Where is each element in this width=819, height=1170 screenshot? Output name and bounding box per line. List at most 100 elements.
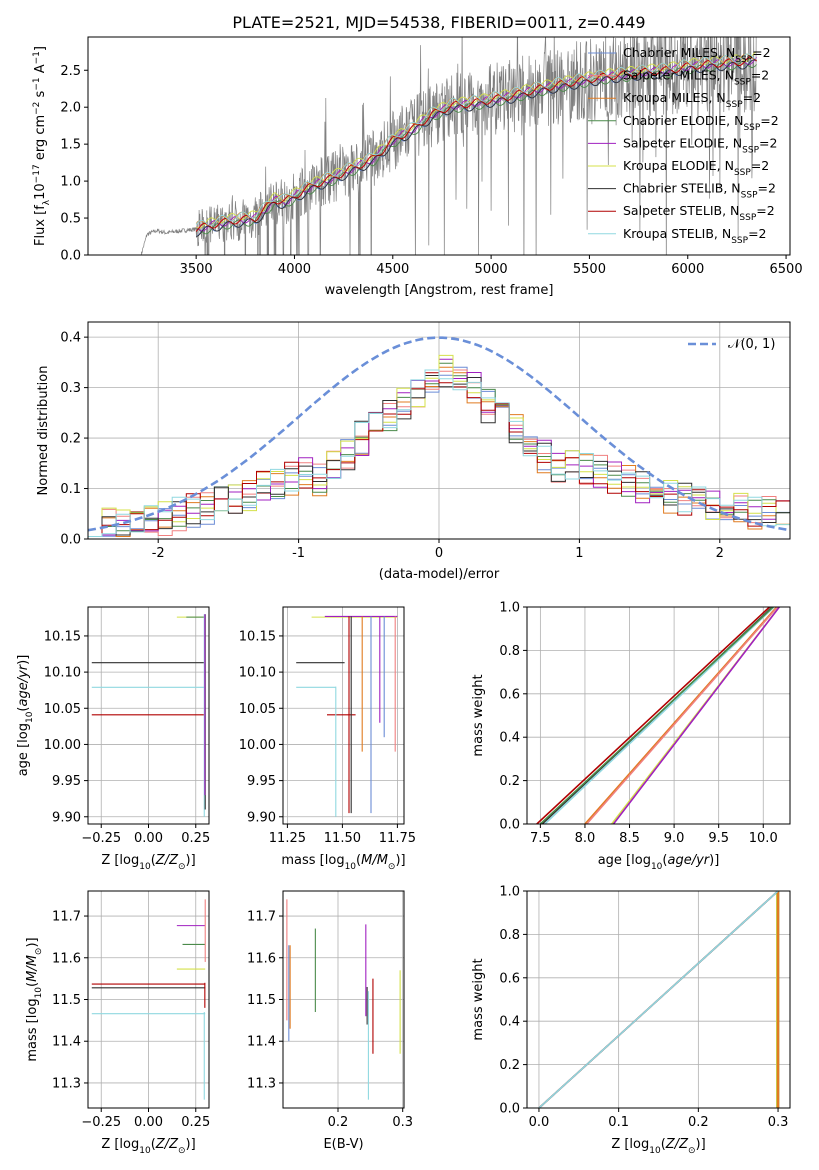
y-tick-label: 10.10 xyxy=(239,666,276,681)
panel-spectrum: 3500 4000 4500 5000 5500 6000 6500 0.0 0.5 1.0 1.5… xyxy=(32,36,803,298)
y-tick-label: 10.10 xyxy=(44,666,81,681)
x-tick-label: 0.2 xyxy=(688,1115,709,1130)
y-tick-label: 1.0 xyxy=(499,601,520,616)
x-tick-label: −0.25 xyxy=(81,831,121,846)
x-tick-label: 9.0 xyxy=(664,831,685,846)
y-tick-label: 11.5 xyxy=(52,993,81,1008)
model-spectrum-line xyxy=(196,59,757,237)
y-tick-label: 0.2 xyxy=(60,432,81,447)
y-tick-label: 0.1 xyxy=(60,482,81,497)
x-tick-label: 0.00 xyxy=(134,1115,163,1130)
x-tick-label: 0.2 xyxy=(328,1115,349,1130)
y-tick-label: 0.4 xyxy=(499,1015,520,1030)
residual-histogram-step xyxy=(88,369,790,537)
x-tick-label: 5500 xyxy=(573,262,606,277)
x-tick-label: 0.3 xyxy=(768,1115,789,1130)
axes-frame: -2 -1 0 1 2 0.0 0.1 0.2 0.3 0.4 𝒩(0, 1) (data-model… xyxy=(36,321,791,582)
y-tick-label: 0.3 xyxy=(60,381,81,396)
x-tick-label: 0.3 xyxy=(392,1115,413,1130)
y-axis-label: Normed distribution xyxy=(36,366,51,496)
x-axis-label: E(B-V) xyxy=(323,1137,363,1152)
axes-frame: 3500 4000 4500 5000 5500 6000 6500 0.0 0.5 1.0 1.5… xyxy=(32,36,803,298)
y-tick-label: 2.0 xyxy=(60,101,81,116)
x-axis-label: wavelength [Angstrom, rest frame] xyxy=(325,283,554,298)
y-axis-label: mass weight xyxy=(471,674,486,756)
y-axis-label: mass [log10(M/M⊙)] xyxy=(25,937,44,1061)
panel-age-vs-mass: 11.25 11.50 11.75 9.90 9.95 10.00 10.05 10.10 10… xyxy=(239,606,416,872)
plot-area xyxy=(88,322,790,539)
y-tick-label: 11.7 xyxy=(52,910,81,925)
y-tick-label: 11.5 xyxy=(247,993,276,1008)
mass-weight-line xyxy=(538,891,779,1108)
mass-weight-line xyxy=(586,607,779,824)
y-tick-label: 0.0 xyxy=(60,249,81,264)
axes-border xyxy=(282,606,405,825)
x-tick-label: 2 xyxy=(716,546,724,561)
x-tick-label: -2 xyxy=(152,546,165,561)
y-tick-label: 10.00 xyxy=(44,738,81,753)
x-tick-label: 0.00 xyxy=(134,831,163,846)
x-tick-label: 0 xyxy=(435,546,443,561)
legend-entry-label: Chabrier STELIB, NSSP=2 xyxy=(623,181,776,201)
mass-weight-line xyxy=(539,607,774,824)
y-tick-label: 9.90 xyxy=(52,810,81,825)
x-tick-label: 9.5 xyxy=(708,831,729,846)
y-tick-label: 0.5 xyxy=(60,212,81,227)
legend-entry-label: 𝒩(0, 1) xyxy=(728,337,775,352)
y-tick-label: 11.3 xyxy=(247,1076,276,1091)
x-tick-label: 3500 xyxy=(180,262,213,277)
legend-entry-label: Chabrier MILES, NSSP=2 xyxy=(623,45,771,65)
x-tick-label: 6500 xyxy=(770,262,803,277)
x-tick-label: −0.25 xyxy=(81,1115,121,1130)
y-tick-label: 0.2 xyxy=(499,774,520,789)
x-axis-label: Z [log10(Z/Z⊙)] xyxy=(101,853,195,872)
y-tick-label: 10.00 xyxy=(239,738,276,753)
y-axis-label: age [log10(age/yr)] xyxy=(16,655,35,777)
axes-border xyxy=(87,36,791,256)
x-tick-label: 0.0 xyxy=(529,1115,550,1130)
legend-entry-label: Kroupa MILES, NSSP=2 xyxy=(623,90,761,110)
y-tick-label: 11.4 xyxy=(247,1035,276,1050)
y-tick-label: 10.15 xyxy=(239,629,276,644)
observed-spectrum-line xyxy=(140,37,757,255)
x-axis-label: (data-model)/error xyxy=(379,567,500,582)
legend-entry-label: Kroupa STELIB, NSSP=2 xyxy=(623,226,767,246)
x-tick-label: 11.50 xyxy=(324,831,361,846)
x-tick-label: 8.0 xyxy=(575,831,596,846)
legend-entry-label: Chabrier ELODIE, NSSP=2 xyxy=(623,113,779,133)
axes-frame: 7.5 8.0 8.5 9.0 9.5 10.0 0.0 0.2 0.4 0.6 0.8 1.0 age… xyxy=(471,601,791,872)
panel-mass-vs-ebv: 0.2 0.3 11.3 11.4 11.5 11.6 11.7 E(B-V) xyxy=(247,890,413,1152)
panel-residual-histogram: -2 -1 0 1 2 0.0 0.1 0.2 0.3 0.4 𝒩(0, 1) (data-model… xyxy=(36,321,791,582)
x-tick-label: 6000 xyxy=(671,262,704,277)
y-tick-label: 0.8 xyxy=(499,644,520,659)
y-tick-label: 10.15 xyxy=(44,629,81,644)
plot-area xyxy=(283,891,404,1108)
y-tick-label: 10.05 xyxy=(44,702,81,717)
y-tick-label: 11.6 xyxy=(247,951,276,966)
x-tick-label: 8.5 xyxy=(619,831,640,846)
x-tick-label: 0.1 xyxy=(608,1115,629,1130)
y-tick-label: 11.7 xyxy=(247,910,276,925)
mass-weight-line xyxy=(612,607,780,824)
x-tick-label: 1 xyxy=(575,546,583,561)
x-tick-label: 11.25 xyxy=(269,831,306,846)
x-tick-label: 4000 xyxy=(278,262,311,277)
spectrum-legend: Chabrier MILES, NSSP=2 Salpeter MILES, NS… xyxy=(588,45,779,246)
y-tick-label: 9.95 xyxy=(247,774,276,789)
y-tick-label: 0.0 xyxy=(499,1102,520,1117)
x-tick-label: 0.25 xyxy=(181,831,210,846)
figure-title: PLATE=2521, MJD=54538, FIBERID=0011, z=0… xyxy=(232,13,645,32)
legend-entry-label: Kroupa ELODIE, NSSP=2 xyxy=(623,158,769,178)
panel-mass-weight-vs-age: 7.5 8.0 8.5 9.0 9.5 10.0 0.0 0.2 0.4 0.6 0.8 1.0 age… xyxy=(471,601,791,872)
y-tick-label: 0.4 xyxy=(60,331,81,346)
panel-mass-weight-vs-Z: 0.0 0.1 0.2 0.3 0.0 0.2 0.4 0.6 0.8 1.0 Z [log10(Z… xyxy=(471,885,791,1156)
x-tick-label: -1 xyxy=(292,546,305,561)
x-axis-label: age [log10(age/yr)] xyxy=(598,853,720,872)
x-tick-label: 0.25 xyxy=(181,1115,210,1130)
plot-area xyxy=(88,607,209,824)
axes-border xyxy=(526,890,791,1109)
plot-area xyxy=(283,607,404,824)
y-tick-label: 1.0 xyxy=(499,885,520,900)
y-tick-label: 0.8 xyxy=(499,928,520,943)
x-tick-label: 11.75 xyxy=(379,831,416,846)
